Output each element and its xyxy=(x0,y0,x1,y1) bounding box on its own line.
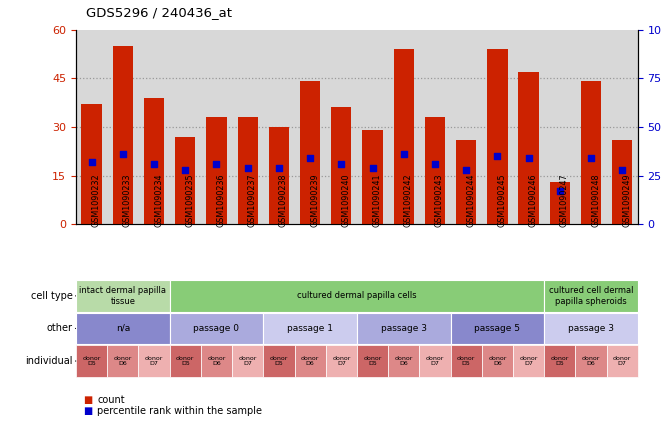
Text: cultured dermal papilla cells: cultured dermal papilla cells xyxy=(297,291,416,300)
Bar xyxy=(550,182,570,224)
Text: percentile rank within the sample: percentile rank within the sample xyxy=(97,406,262,416)
Point xyxy=(87,159,97,165)
Point xyxy=(461,166,471,173)
Point xyxy=(368,165,378,171)
Bar xyxy=(331,107,352,224)
Text: GSM1090242: GSM1090242 xyxy=(404,173,412,227)
Text: GSM1090247: GSM1090247 xyxy=(560,173,569,227)
Bar xyxy=(518,72,539,224)
Point xyxy=(274,165,284,171)
Text: donor
D6: donor D6 xyxy=(582,356,600,366)
Text: GSM1090239: GSM1090239 xyxy=(310,173,319,227)
Point xyxy=(617,166,627,173)
Text: GSM1090232: GSM1090232 xyxy=(92,173,100,227)
Point xyxy=(492,153,503,159)
Text: donor
D7: donor D7 xyxy=(239,356,257,366)
Text: donor
D6: donor D6 xyxy=(114,356,132,366)
Text: GSM1090238: GSM1090238 xyxy=(279,173,288,227)
Bar xyxy=(612,140,633,224)
Text: donor
D5: donor D5 xyxy=(457,356,475,366)
Text: GSM1090235: GSM1090235 xyxy=(185,173,194,227)
Text: GSM1090243: GSM1090243 xyxy=(435,173,444,227)
Point xyxy=(118,151,128,157)
Text: donor
D7: donor D7 xyxy=(520,356,538,366)
Text: donor
D5: donor D5 xyxy=(83,356,101,366)
Text: GSM1090233: GSM1090233 xyxy=(123,173,132,227)
Text: donor
D7: donor D7 xyxy=(426,356,444,366)
Text: GSM1090234: GSM1090234 xyxy=(154,173,163,227)
Text: donor
D5: donor D5 xyxy=(270,356,288,366)
Bar xyxy=(269,127,289,224)
Point xyxy=(212,160,222,167)
Text: passage 3: passage 3 xyxy=(381,324,427,333)
Text: cultured cell dermal
papilla spheroids: cultured cell dermal papilla spheroids xyxy=(549,286,633,305)
Point xyxy=(430,160,440,167)
Text: n/a: n/a xyxy=(116,324,130,333)
Bar xyxy=(81,104,102,224)
Text: intact dermal papilla
tissue: intact dermal papilla tissue xyxy=(79,286,167,305)
Text: donor
D6: donor D6 xyxy=(301,356,319,366)
Text: donor
D5: donor D5 xyxy=(176,356,194,366)
Bar xyxy=(425,117,445,224)
Text: donor
D7: donor D7 xyxy=(145,356,163,366)
Point xyxy=(149,160,159,167)
Text: GSM1090241: GSM1090241 xyxy=(373,173,381,227)
Point xyxy=(243,165,253,171)
Text: GSM1090249: GSM1090249 xyxy=(622,173,631,227)
Text: passage 5: passage 5 xyxy=(475,324,520,333)
Text: GSM1090248: GSM1090248 xyxy=(591,173,600,227)
Bar xyxy=(175,137,196,224)
Bar xyxy=(393,49,414,224)
Text: GDS5296 / 240436_at: GDS5296 / 240436_at xyxy=(86,6,232,19)
Point xyxy=(524,155,534,162)
Point xyxy=(305,155,315,162)
Text: GSM1090237: GSM1090237 xyxy=(248,173,256,227)
Text: GSM1090246: GSM1090246 xyxy=(529,173,537,227)
Text: cell type: cell type xyxy=(31,291,73,301)
Point xyxy=(180,166,190,173)
Text: individual: individual xyxy=(25,356,73,366)
Text: passage 3: passage 3 xyxy=(568,324,614,333)
Bar xyxy=(487,49,508,224)
Bar xyxy=(456,140,477,224)
Point xyxy=(586,155,596,162)
Bar xyxy=(300,82,321,224)
Text: donor
D5: donor D5 xyxy=(364,356,382,366)
Text: donor
D6: donor D6 xyxy=(208,356,225,366)
Bar xyxy=(237,117,258,224)
Bar xyxy=(581,82,602,224)
Bar xyxy=(362,130,383,224)
Point xyxy=(399,151,409,157)
Bar xyxy=(206,117,227,224)
Text: donor
D6: donor D6 xyxy=(395,356,413,366)
Text: other: other xyxy=(47,324,73,333)
Text: ■: ■ xyxy=(83,395,92,405)
Text: GSM1090240: GSM1090240 xyxy=(341,173,350,227)
Text: count: count xyxy=(97,395,125,405)
Bar xyxy=(144,98,164,224)
Text: GSM1090236: GSM1090236 xyxy=(217,173,225,227)
Text: ■: ■ xyxy=(83,406,92,416)
Text: donor
D7: donor D7 xyxy=(332,356,350,366)
Text: donor
D6: donor D6 xyxy=(488,356,506,366)
Bar xyxy=(112,46,133,224)
Point xyxy=(336,160,346,167)
Text: passage 1: passage 1 xyxy=(287,324,333,333)
Text: donor
D5: donor D5 xyxy=(551,356,569,366)
Point xyxy=(555,188,565,195)
Text: GSM1090244: GSM1090244 xyxy=(466,173,475,227)
Text: GSM1090245: GSM1090245 xyxy=(498,173,506,227)
Text: donor
D7: donor D7 xyxy=(613,356,631,366)
Text: passage 0: passage 0 xyxy=(194,324,239,333)
